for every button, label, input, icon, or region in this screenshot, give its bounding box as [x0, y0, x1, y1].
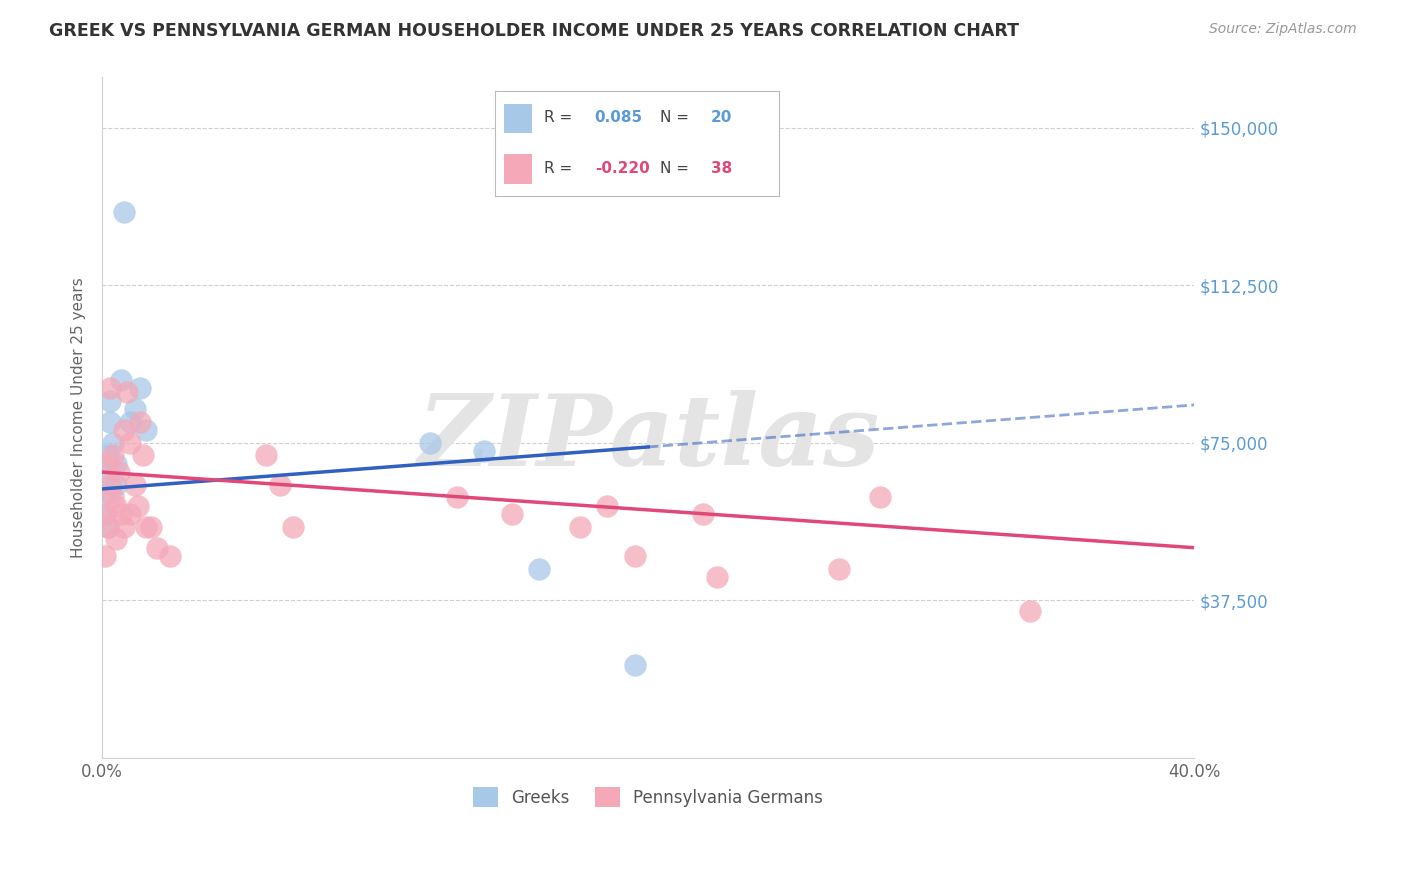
- Point: [828, 562, 851, 576]
- Point: [419, 435, 441, 450]
- Point: [104, 457, 127, 471]
- Point: [569, 519, 592, 533]
- Point: [623, 658, 645, 673]
- Point: [94, 507, 117, 521]
- Point: [100, 415, 122, 429]
- Point: [101, 448, 124, 462]
- Point: [107, 465, 129, 479]
- Point: [100, 393, 122, 408]
- Point: [124, 402, 146, 417]
- Point: [97, 519, 120, 533]
- Point: [159, 549, 181, 563]
- Point: [97, 486, 120, 500]
- Point: [283, 519, 305, 533]
- Point: [112, 204, 135, 219]
- Point: [104, 477, 127, 491]
- Legend: Greeks, Pennsylvania Germans: Greeks, Pennsylvania Germans: [467, 780, 830, 814]
- Point: [104, 499, 127, 513]
- Point: [706, 570, 728, 584]
- Point: [101, 435, 124, 450]
- Point: [97, 457, 120, 471]
- Point: [132, 448, 155, 462]
- Point: [112, 423, 135, 437]
- Point: [269, 477, 291, 491]
- Point: [135, 519, 157, 533]
- Y-axis label: Householder Income Under 25 years: Householder Income Under 25 years: [72, 277, 86, 558]
- Point: [692, 507, 714, 521]
- Point: [135, 423, 157, 437]
- Point: [101, 491, 124, 505]
- Text: ZIPatlas: ZIPatlas: [418, 390, 879, 486]
- Point: [94, 549, 117, 563]
- Point: [501, 507, 523, 521]
- Point: [100, 477, 122, 491]
- Point: [129, 415, 152, 429]
- Point: [623, 549, 645, 563]
- Point: [527, 562, 550, 576]
- Point: [100, 381, 122, 395]
- Point: [112, 519, 135, 533]
- Point: [129, 381, 152, 395]
- Point: [104, 533, 127, 547]
- Point: [115, 385, 138, 400]
- Point: [446, 491, 468, 505]
- Point: [94, 465, 117, 479]
- Point: [127, 499, 149, 513]
- Point: [1019, 604, 1042, 618]
- Point: [110, 507, 132, 521]
- Point: [146, 541, 169, 555]
- Point: [97, 448, 120, 462]
- Point: [94, 507, 117, 521]
- Text: GREEK VS PENNSYLVANIA GERMAN HOUSEHOLDER INCOME UNDER 25 YEARS CORRELATION CHART: GREEK VS PENNSYLVANIA GERMAN HOUSEHOLDER…: [49, 22, 1019, 40]
- Point: [141, 519, 163, 533]
- Point: [124, 477, 146, 491]
- Point: [118, 507, 141, 521]
- Point: [118, 415, 141, 429]
- Point: [474, 444, 496, 458]
- Point: [254, 448, 277, 462]
- Point: [118, 435, 141, 450]
- Text: Source: ZipAtlas.com: Source: ZipAtlas.com: [1209, 22, 1357, 37]
- Point: [110, 373, 132, 387]
- Point: [869, 491, 891, 505]
- Point: [97, 519, 120, 533]
- Point: [596, 499, 619, 513]
